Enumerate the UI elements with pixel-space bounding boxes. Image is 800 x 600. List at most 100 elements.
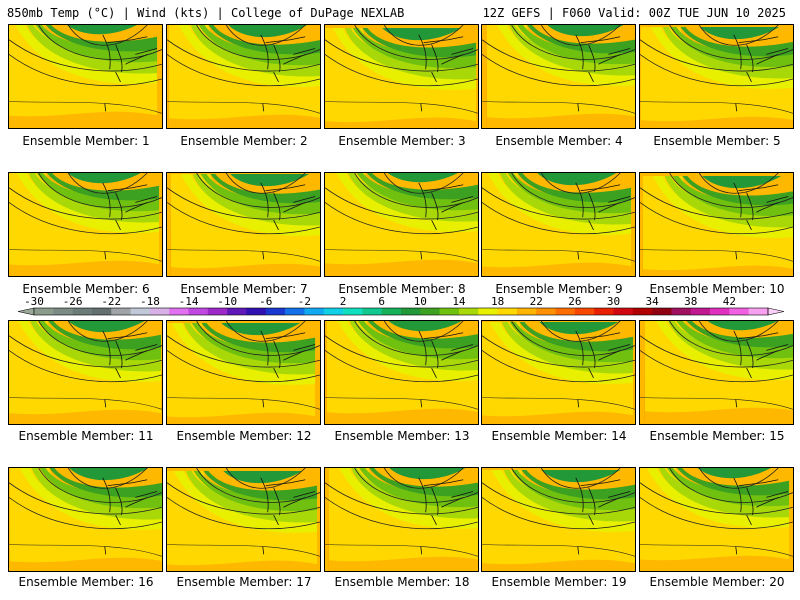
- ensemble-member-label: Ensemble Member: 19: [491, 575, 627, 589]
- colorbar-tick-label: 10: [414, 296, 427, 308]
- great-lakes-outline: [733, 182, 789, 231]
- map-panel-member-3: [324, 24, 479, 129]
- colorbar-swatch: [362, 308, 382, 315]
- great-lakes-outline: [418, 34, 474, 83]
- great-lakes-outline: [733, 477, 789, 526]
- map-panel-member-17: [166, 467, 321, 572]
- map-panel-member-13: [324, 320, 479, 425]
- temperature-field-map: [9, 173, 162, 276]
- colorbar-swatch: [420, 308, 440, 315]
- colorbar-tick-label: 14: [452, 296, 466, 308]
- colorbar-tick-label: 6: [378, 296, 385, 308]
- great-lakes-outline: [102, 330, 158, 379]
- map-panel-member-10: [639, 172, 794, 277]
- colorbar-swatch: [111, 308, 131, 315]
- temperature-field-map: [167, 321, 320, 424]
- colorbar-swatch: [574, 308, 595, 315]
- ensemble-member-label: Ensemble Member: 2: [180, 134, 308, 148]
- colorbar-swatch: [130, 308, 151, 315]
- great-lakes-outline: [575, 34, 631, 83]
- ensemble-member-label: Ensemble Member: 20: [649, 575, 785, 589]
- temperature-colorbar: -30 -26 -22 -18 -14 -10 -6 -2 2 6 10 14 18 22 26 30 34 38…: [17, 296, 785, 316]
- great-lakes-outline: [102, 477, 158, 526]
- great-lakes-outline: [733, 330, 789, 379]
- colorbar-swatch: [53, 308, 73, 315]
- temperature-field-map: [325, 25, 478, 128]
- map-panel-member-9: [481, 172, 636, 277]
- colorbar-max-arrow: [767, 307, 785, 316]
- colorbar-swatch: [246, 308, 267, 315]
- temperature-field-map: [9, 25, 162, 128]
- temperature-field-map: [167, 173, 320, 276]
- colorbar-tick-label: -14: [179, 296, 199, 308]
- map-panel-member-8: [324, 172, 479, 277]
- colorbar-tick-label: -26: [63, 296, 83, 308]
- colorbar-swatch: [516, 308, 537, 315]
- header-title: 850mb Temp (°C) | Wind (kts) | College o…: [7, 6, 405, 20]
- colorbar-tick-label: -30: [24, 296, 44, 308]
- header-run-info: 12Z GEFS | F060 Valid: 00Z TUE JUN 10 20…: [482, 6, 786, 20]
- ensemble-member-label: Ensemble Member: 18: [334, 575, 470, 589]
- colorbar-swatch: [188, 308, 209, 315]
- ensemble-member-label: Ensemble Member: 5: [653, 134, 781, 148]
- colorbar-swatch: [690, 308, 711, 315]
- great-lakes-outline: [418, 330, 474, 379]
- colorbar-swatch: [710, 308, 730, 315]
- colorbar-tick-label: 42: [723, 296, 736, 308]
- colorbar-swatch: [652, 308, 672, 315]
- colorbar-swatch: [458, 308, 479, 315]
- temperature-field-map: [9, 321, 162, 424]
- ensemble-member-label: Ensemble Member: 8: [338, 282, 466, 296]
- temperature-field-map: [325, 321, 478, 424]
- ensemble-member-label: Ensemble Member: 6: [22, 282, 150, 296]
- great-lakes-outline: [260, 477, 316, 526]
- map-panel-member-11: [8, 320, 163, 425]
- colorbar-swatch: [632, 308, 653, 315]
- colorbar-tick-label: 2: [340, 296, 347, 308]
- map-panel-member-20: [639, 467, 794, 572]
- colorbar-swatch: [381, 308, 402, 315]
- colorbar-swatch: [594, 308, 614, 315]
- great-lakes-outline: [575, 330, 631, 379]
- colorbar-swatch: [207, 308, 228, 315]
- colorbar-swatch: [401, 308, 421, 315]
- temperature-field-map: [640, 25, 793, 128]
- temperature-field-map: [325, 173, 478, 276]
- colorbar-tick-label: -22: [101, 296, 121, 308]
- colorbar-swatch: [497, 308, 518, 315]
- colorbar-tick-label: -2: [298, 296, 311, 308]
- ensemble-member-label: Ensemble Member: 9: [495, 282, 623, 296]
- map-panel-member-16: [8, 467, 163, 572]
- ensemble-member-label: Ensemble Member: 13: [334, 429, 470, 443]
- colorbar-swatch: [34, 308, 54, 315]
- great-lakes-outline: [418, 182, 474, 231]
- great-lakes-outline: [575, 182, 631, 231]
- colorbar-swatch: [265, 308, 286, 315]
- great-lakes-outline: [102, 182, 158, 231]
- temperature-field-map: [640, 321, 793, 424]
- ensemble-member-label: Ensemble Member: 11: [18, 429, 154, 443]
- map-panel-member-14: [481, 320, 636, 425]
- colorbar-tick-label: -10: [217, 296, 237, 308]
- colorbar-swatch: [729, 308, 749, 315]
- ensemble-member-label: Ensemble Member: 12: [176, 429, 312, 443]
- ensemble-member-label: Ensemble Member: 17: [176, 575, 312, 589]
- colorbar-swatch: [149, 308, 170, 315]
- map-panel-member-6: [8, 172, 163, 277]
- colorbar-tick-label: 34: [645, 296, 659, 308]
- colorbar-tick-label: 22: [530, 296, 543, 308]
- great-lakes-outline: [733, 34, 789, 83]
- ensemble-member-label: Ensemble Member: 4: [495, 134, 623, 148]
- map-panel-member-1: [8, 24, 163, 129]
- colorbar-swatch: [304, 308, 325, 315]
- colorbar-swatch: [478, 308, 498, 315]
- colorbar-tick-label: 30: [607, 296, 620, 308]
- map-panel-member-5: [639, 24, 794, 129]
- temperature-field-map: [167, 468, 320, 571]
- ensemble-member-label: Ensemble Member: 14: [491, 429, 627, 443]
- temperature-field-map: [482, 321, 635, 424]
- map-panel-member-19: [481, 467, 636, 572]
- temperature-field-map: [482, 25, 635, 128]
- temperature-field-map: [325, 468, 478, 571]
- map-panel-member-18: [324, 467, 479, 572]
